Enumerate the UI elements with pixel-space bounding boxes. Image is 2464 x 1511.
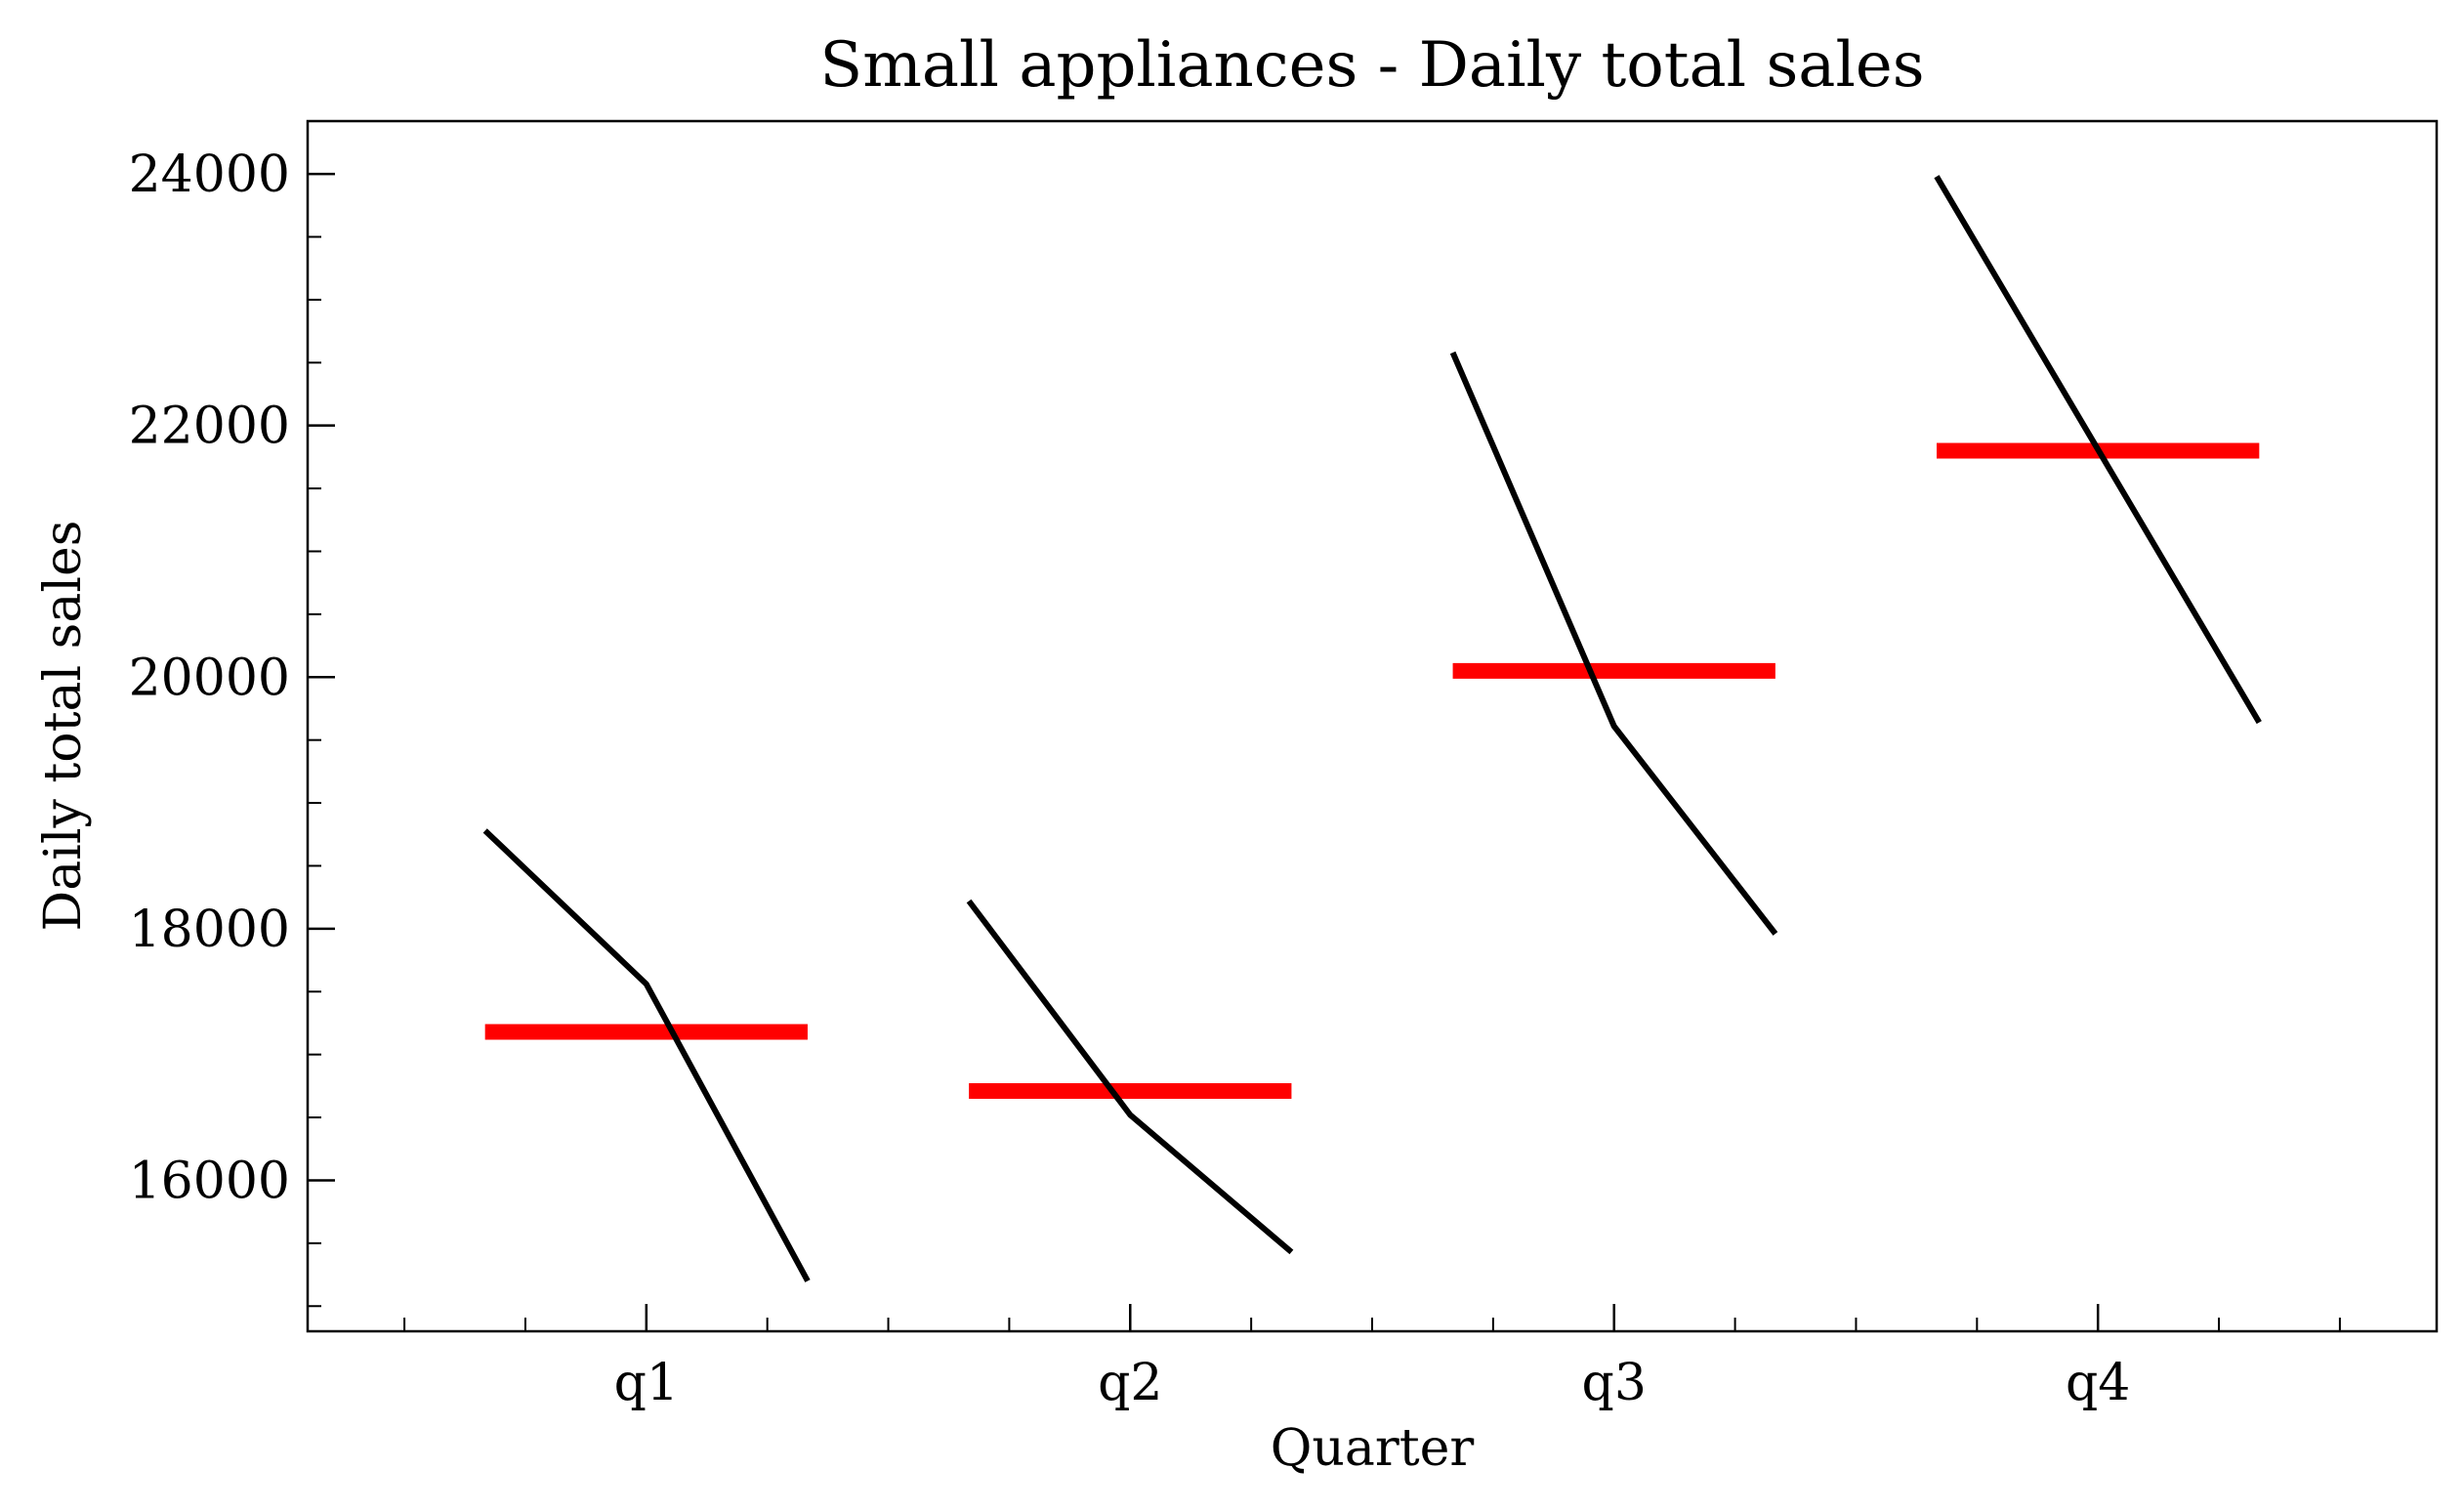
x-tick-label: q4 — [2066, 1354, 2130, 1412]
x-axis-label: Quarter — [1271, 1419, 1475, 1478]
y-axis-label: Daily total sales — [34, 521, 93, 932]
axis-ticks: 16000 18000 20000 22000 24000 q1 q2 q3 q4 — [129, 146, 2341, 1412]
plot-frame — [306, 119, 2439, 1333]
x-tick-label: q1 — [614, 1354, 679, 1412]
series-line-q4 — [1934, 175, 2262, 725]
plot-marks — [482, 175, 2262, 1282]
y-tick-label: 18000 — [129, 901, 290, 959]
y-tick-label: 20000 — [129, 649, 290, 707]
chart-title: Small appliances - Daily total sales — [819, 29, 1924, 102]
series-line-q2 — [966, 899, 1294, 1255]
x-tick-label: q2 — [1098, 1354, 1162, 1412]
y-tick-label: 22000 — [129, 398, 290, 456]
y-tick-label: 24000 — [129, 146, 290, 204]
series-line-q3 — [1449, 351, 1778, 936]
series-line-q1 — [482, 828, 811, 1282]
y-tick-label: 16000 — [129, 1152, 290, 1210]
x-tick-label: q3 — [1582, 1354, 1647, 1412]
